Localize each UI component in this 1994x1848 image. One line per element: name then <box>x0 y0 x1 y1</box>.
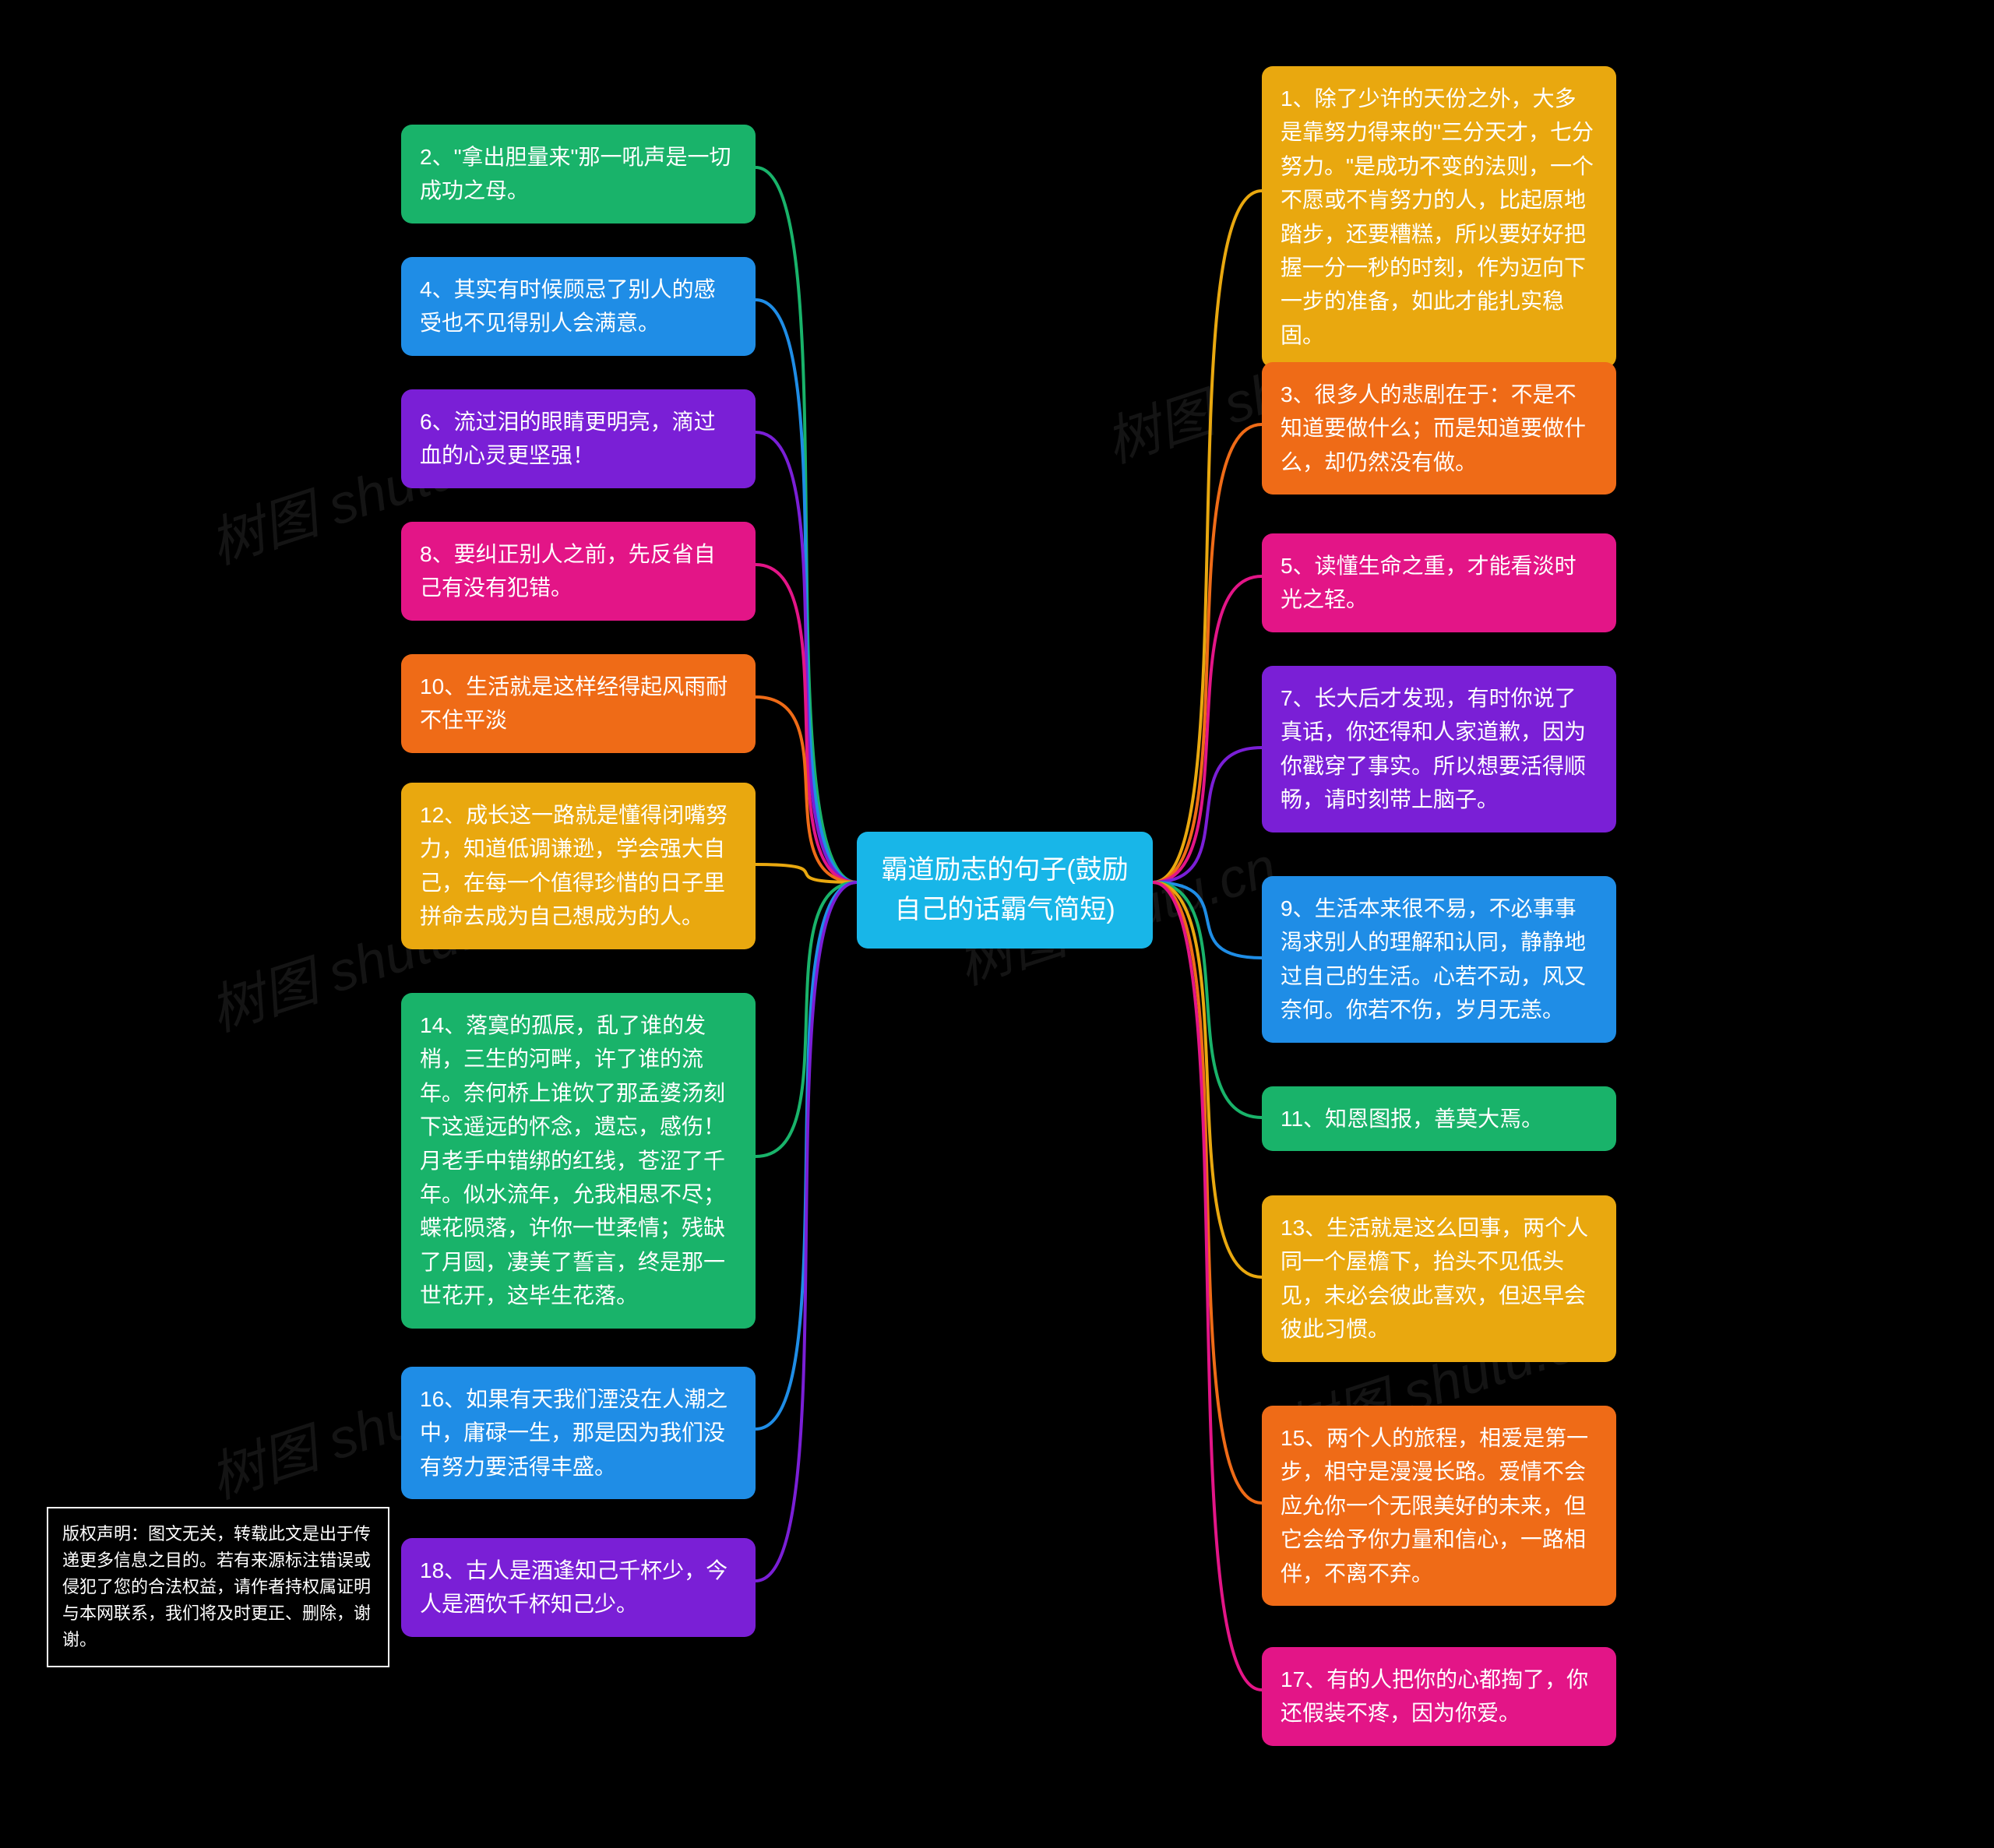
branch-node-4[interactable]: 4、其实有时候顾忌了别人的感受也不见得别人会满意。 <box>401 257 756 356</box>
branch-node-1[interactable]: 1、除了少许的天份之外，大多是靠努力得来的"三分天才，七分努力。"是成功不变的法… <box>1262 66 1616 368</box>
branch-node-13[interactable]: 13、生活就是这么回事，两个人同一个屋檐下，抬头不见低头见，未必会彼此喜欢，但迟… <box>1262 1195 1616 1362</box>
branch-node-10[interactable]: 10、生活就是这样经得起风雨耐不住平淡 <box>401 654 756 753</box>
mindmap-stage: 树图 shutu.cn 树图 shutu.cn 树图 shutu.cn 树图 s… <box>0 0 1994 1848</box>
branch-node-16[interactable]: 16、如果有天我们湮没在人潮之中，庸碌一生，那是因为我们没有努力要活得丰盛。 <box>401 1367 756 1499</box>
branch-node-14[interactable]: 14、落寞的孤辰，乱了谁的发梢，三生的河畔，许了谁的流年。奈何桥上谁饮了那孟婆汤… <box>401 993 756 1329</box>
branch-node-7[interactable]: 7、长大后才发现，有时你说了真话，你还得和人家道歉，因为你戳穿了事实。所以想要活… <box>1262 666 1616 832</box>
branch-node-18[interactable]: 18、古人是酒逢知己千杯少，今人是酒饮千杯知己少。 <box>401 1538 756 1637</box>
branch-node-6[interactable]: 6、流过泪的眼睛更明亮，滴过血的心灵更坚强！ <box>401 389 756 488</box>
branch-node-11[interactable]: 11、知恩图报，善莫大焉。 <box>1262 1086 1616 1151</box>
branch-node-8[interactable]: 8、要纠正别人之前，先反省自己有没有犯错。 <box>401 522 756 621</box>
copyright-disclaimer: 版权声明：图文无关，转载此文是出于传递更多信息之目的。若有来源标注错误或侵犯了您… <box>47 1507 389 1667</box>
branch-node-12[interactable]: 12、成长这一路就是懂得闭嘴努力，知道低调谦逊，学会强大自己，在每一个值得珍惜的… <box>401 783 756 949</box>
branch-node-2[interactable]: 2、"拿出胆量来"那一吼声是一切成功之母。 <box>401 125 756 224</box>
branch-node-15[interactable]: 15、两个人的旅程，相爱是第一步，相守是漫漫长路。爱情不会应允你一个无限美好的未… <box>1262 1406 1616 1606</box>
branch-node-3[interactable]: 3、很多人的悲剧在于：不是不知道要做什么；而是知道要做什么，却仍然没有做。 <box>1262 362 1616 495</box>
branch-node-9[interactable]: 9、生活本来很不易，不必事事渴求别人的理解和认同，静静地过自己的生活。心若不动，… <box>1262 876 1616 1043</box>
center-node[interactable]: 霸道励志的句子(鼓励自己的话霸气简短) <box>857 832 1153 949</box>
branch-node-5[interactable]: 5、读懂生命之重，才能看淡时光之轻。 <box>1262 533 1616 632</box>
branch-node-17[interactable]: 17、有的人把你的心都掏了，你还假装不疼，因为你爱。 <box>1262 1647 1616 1746</box>
